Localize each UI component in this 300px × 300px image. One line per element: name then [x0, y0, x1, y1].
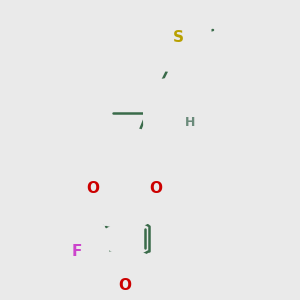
Text: O: O — [86, 181, 100, 196]
Text: H: H — [100, 154, 110, 166]
Text: N: N — [118, 155, 131, 170]
Text: S: S — [173, 30, 184, 45]
Text: F: F — [71, 244, 82, 259]
Text: H: H — [185, 116, 196, 129]
Text: S: S — [118, 180, 130, 198]
Text: O: O — [118, 278, 131, 293]
Text: O: O — [149, 181, 163, 196]
Text: O: O — [170, 105, 184, 120]
